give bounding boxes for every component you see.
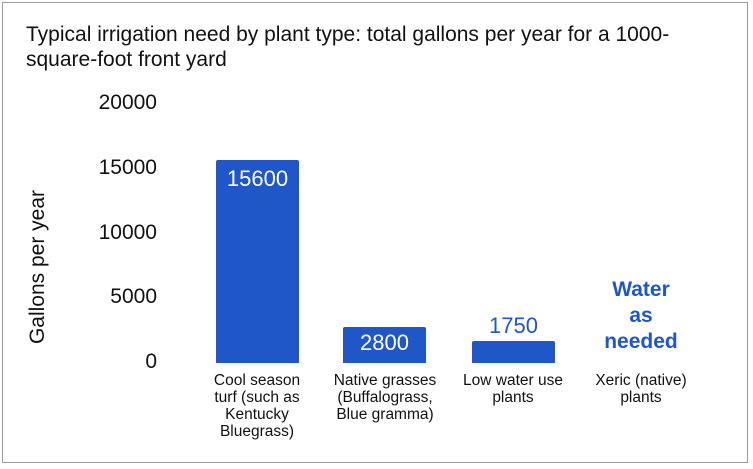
x-label-line: Low water use xyxy=(463,372,563,389)
y-tick-5000: 5000 xyxy=(110,285,157,308)
note-line: as xyxy=(629,304,653,327)
note-line: Water xyxy=(612,278,670,301)
x-label-line: (Buffalograss, xyxy=(337,389,433,406)
x-label-line: plants xyxy=(492,389,534,406)
chart-frame xyxy=(2,2,748,463)
x-label-cool-season-turf: Cool season turf (such as Kentucky Blueg… xyxy=(197,372,317,440)
x-label-line: Native grasses xyxy=(333,372,437,389)
x-label-line: Blue gramma) xyxy=(336,406,434,423)
note-line: needed xyxy=(604,330,678,353)
x-label-line: Bluegrass) xyxy=(219,423,295,440)
bar-low-water-use xyxy=(472,341,555,363)
x-label-native-grasses: Native grasses (Buffalograss, Blue gramm… xyxy=(325,372,445,423)
y-tick-0: 0 xyxy=(145,350,157,373)
x-label-line: Cool season xyxy=(213,372,301,389)
bar-cool-season-turf: 15600 xyxy=(216,160,299,363)
y-tick-10000: 10000 xyxy=(98,221,157,244)
chart-title: Typical irrigation need by plant type: t… xyxy=(26,23,670,71)
x-label-low-water-use: Low water use plants xyxy=(453,372,573,406)
x-label-line: turf (such as xyxy=(214,389,300,406)
bar-value-label: 15600 xyxy=(226,166,289,191)
x-label-xeric: Xeric (native) plants xyxy=(581,372,701,406)
x-label-line: Kentucky xyxy=(225,406,289,423)
x-label-line: plants xyxy=(620,389,662,406)
y-axis-label: Gallons per year xyxy=(26,189,49,345)
x-label-line: Xeric (native) xyxy=(595,372,687,389)
y-tick-20000: 20000 xyxy=(98,91,157,114)
bar-value-label: 1750 xyxy=(489,313,538,338)
y-tick-15000: 15000 xyxy=(98,156,157,179)
bar-value-label: 2800 xyxy=(360,330,409,355)
bar-native-grasses: 2800 xyxy=(343,327,426,363)
water-as-needed-note: Water as needed xyxy=(591,277,691,355)
